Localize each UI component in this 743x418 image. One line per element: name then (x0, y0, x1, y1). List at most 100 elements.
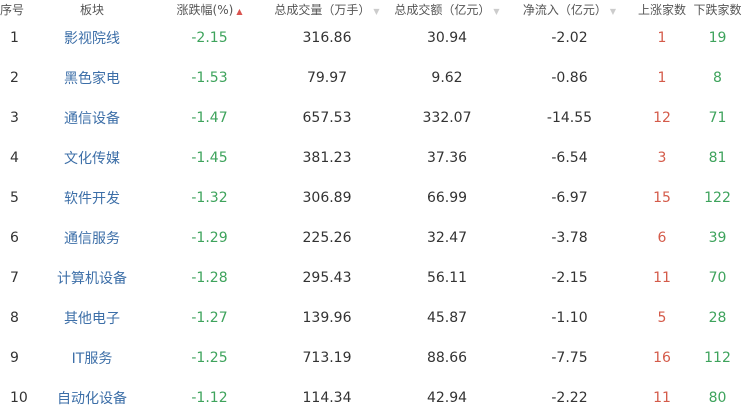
cell-volume: 657.53 (302, 110, 352, 126)
cell-index: 8 (10, 310, 19, 326)
cell-volume: 306.89 (302, 190, 352, 206)
cell-down-count: 8 (713, 70, 722, 86)
cell-up-count: 12 (653, 110, 671, 126)
header-sector[interactable]: 板块 (79, 2, 104, 17)
header-inflow[interactable]: 净流入（亿元） ▼ (507, 0, 632, 18)
cell-down-count: 39 (708, 230, 727, 246)
cell-amount: 66.99 (426, 190, 468, 206)
cell-net-inflow: -7.75 (551, 350, 588, 366)
cell-net-inflow: -2.02 (551, 30, 588, 46)
cell-sector-name[interactable]: IT服务 (71, 351, 113, 367)
table-row[interactable]: 2 黑色家电 -1.53 79.97 9.62 -0.86 1 8 (0, 58, 743, 98)
cell-index: 10 (10, 390, 28, 406)
cell-volume: 225.26 (302, 230, 352, 246)
cell-change-pct: -1.25 (191, 350, 228, 366)
cell-sector-name[interactable]: 通信服务 (64, 231, 120, 247)
header-row: 序号 板块 涨跌幅(%) ▲ 总成交量（万手） ▼ 总成交额（亿元） ▼ 净流入（亿元… (0, 0, 743, 18)
cell-up-count: 11 (653, 270, 671, 286)
cell-sector-name[interactable]: 文化传媒 (64, 151, 120, 167)
header-volume[interactable]: 总成交量（万手） ▼ (267, 0, 387, 18)
cell-volume: 713.19 (302, 350, 352, 366)
cell-volume: 295.43 (302, 270, 352, 286)
cell-change-pct: -1.47 (191, 110, 228, 126)
header-up-count[interactable]: 上涨家数 (637, 2, 686, 17)
cell-volume: 316.86 (302, 30, 352, 46)
cell-change-pct: -1.32 (191, 190, 228, 206)
cell-sector-name[interactable]: 通信设备 (64, 111, 120, 127)
cell-volume: 139.96 (302, 310, 352, 326)
cell-up-count: 16 (653, 350, 671, 366)
cell-sector-name[interactable]: 计算机设备 (57, 271, 127, 287)
table-row[interactable]: 7 计算机设备 -1.28 295.43 56.11 -2.15 11 70 (0, 258, 743, 298)
cell-up-count: 6 (657, 230, 667, 246)
cell-change-pct: -1.27 (191, 310, 228, 326)
cell-down-count: 80 (708, 390, 727, 406)
sort-asc-icon[interactable]: ▲ (236, 6, 243, 16)
cell-change-pct: -1.12 (191, 390, 228, 406)
cell-up-count: 3 (657, 150, 667, 166)
table-row[interactable]: 4 文化传媒 -1.45 381.23 37.36 -6.54 3 81 (0, 138, 743, 178)
cell-amount: 30.94 (426, 30, 468, 46)
header-change[interactable]: 涨跌幅(%) ▲ (152, 0, 267, 18)
table-row[interactable]: 5 软件开发 -1.32 306.89 66.99 -6.97 15 122 (0, 178, 743, 218)
header-amount[interactable]: 总成交额（亿元） ▼ (387, 0, 507, 18)
cell-net-inflow: -6.54 (551, 150, 588, 166)
table-row[interactable]: 3 通信设备 -1.47 657.53 332.07 -14.55 12 71 (0, 98, 743, 138)
header-inflow-label: 净流入（亿元） (522, 2, 607, 17)
cell-up-count: 1 (657, 70, 667, 86)
table-row[interactable]: 6 通信服务 -1.29 225.26 32.47 -3.78 6 39 (0, 218, 743, 258)
cell-down-count: 112 (704, 350, 731, 366)
sort-desc-icon[interactable]: ▼ (609, 6, 617, 16)
cell-down-count: 19 (708, 30, 727, 46)
cell-down-count: 28 (708, 310, 727, 326)
cell-net-inflow: -2.15 (551, 270, 588, 286)
table-row[interactable]: 1 影视院线 -2.15 316.86 30.94 -2.02 1 19 (0, 18, 743, 58)
cell-net-inflow: -0.86 (551, 70, 588, 86)
cell-change-pct: -2.15 (191, 30, 228, 46)
cell-down-count: 81 (708, 150, 727, 166)
cell-sector-name[interactable]: 自动化设备 (57, 391, 127, 407)
table-row[interactable]: 8 其他电子 -1.27 139.96 45.87 -1.10 5 28 (0, 298, 743, 338)
header-down-count[interactable]: 下跌家数 (693, 2, 742, 17)
cell-amount: 37.36 (426, 150, 468, 166)
cell-amount: 332.07 (422, 110, 472, 126)
cell-index: 3 (10, 110, 19, 126)
cell-volume: 79.97 (306, 70, 348, 86)
table-row[interactable]: 9 IT服务 -1.25 713.19 88.66 -7.75 16 112 (0, 338, 743, 378)
cell-amount: 42.94 (426, 390, 468, 406)
cell-index: 5 (10, 190, 19, 206)
cell-sector-name[interactable]: 软件开发 (64, 191, 120, 207)
cell-net-inflow: -14.55 (546, 110, 593, 126)
cell-down-count: 122 (704, 190, 731, 206)
cell-down-count: 70 (708, 270, 727, 286)
cell-index: 2 (10, 70, 19, 86)
header-volume-label: 总成交量（万手） (274, 2, 371, 17)
cell-net-inflow: -3.78 (551, 230, 588, 246)
cell-sector-name[interactable]: 影视院线 (64, 31, 120, 47)
cell-net-inflow: -6.97 (551, 190, 588, 206)
cell-index: 1 (10, 30, 19, 46)
cell-net-inflow: -1.10 (551, 310, 588, 326)
cell-change-pct: -1.45 (191, 150, 228, 166)
cell-up-count: 15 (653, 190, 671, 206)
cell-amount: 9.62 (431, 70, 463, 86)
cell-amount: 45.87 (426, 310, 468, 326)
sort-desc-icon[interactable]: ▼ (373, 6, 380, 16)
cell-index: 9 (10, 350, 19, 366)
cell-up-count: 11 (653, 390, 671, 406)
table-row[interactable]: 10 自动化设备 -1.12 114.34 42.94 -2.22 11 80 (0, 378, 743, 418)
header-change-label: 涨跌幅(%) (176, 2, 234, 17)
cell-index: 7 (10, 270, 19, 286)
header-index[interactable]: 序号 (0, 2, 25, 17)
cell-volume: 381.23 (302, 150, 352, 166)
cell-index: 4 (10, 150, 19, 166)
cell-amount: 32.47 (426, 230, 468, 246)
cell-change-pct: -1.29 (191, 230, 228, 246)
cell-sector-name[interactable]: 其他电子 (64, 311, 120, 327)
cell-change-pct: -1.28 (191, 270, 228, 286)
sort-desc-icon[interactable]: ▼ (493, 6, 500, 16)
header-amount-label: 总成交额（亿元） (394, 2, 491, 17)
cell-sector-name[interactable]: 黑色家电 (64, 71, 120, 87)
cell-index: 6 (10, 230, 19, 246)
